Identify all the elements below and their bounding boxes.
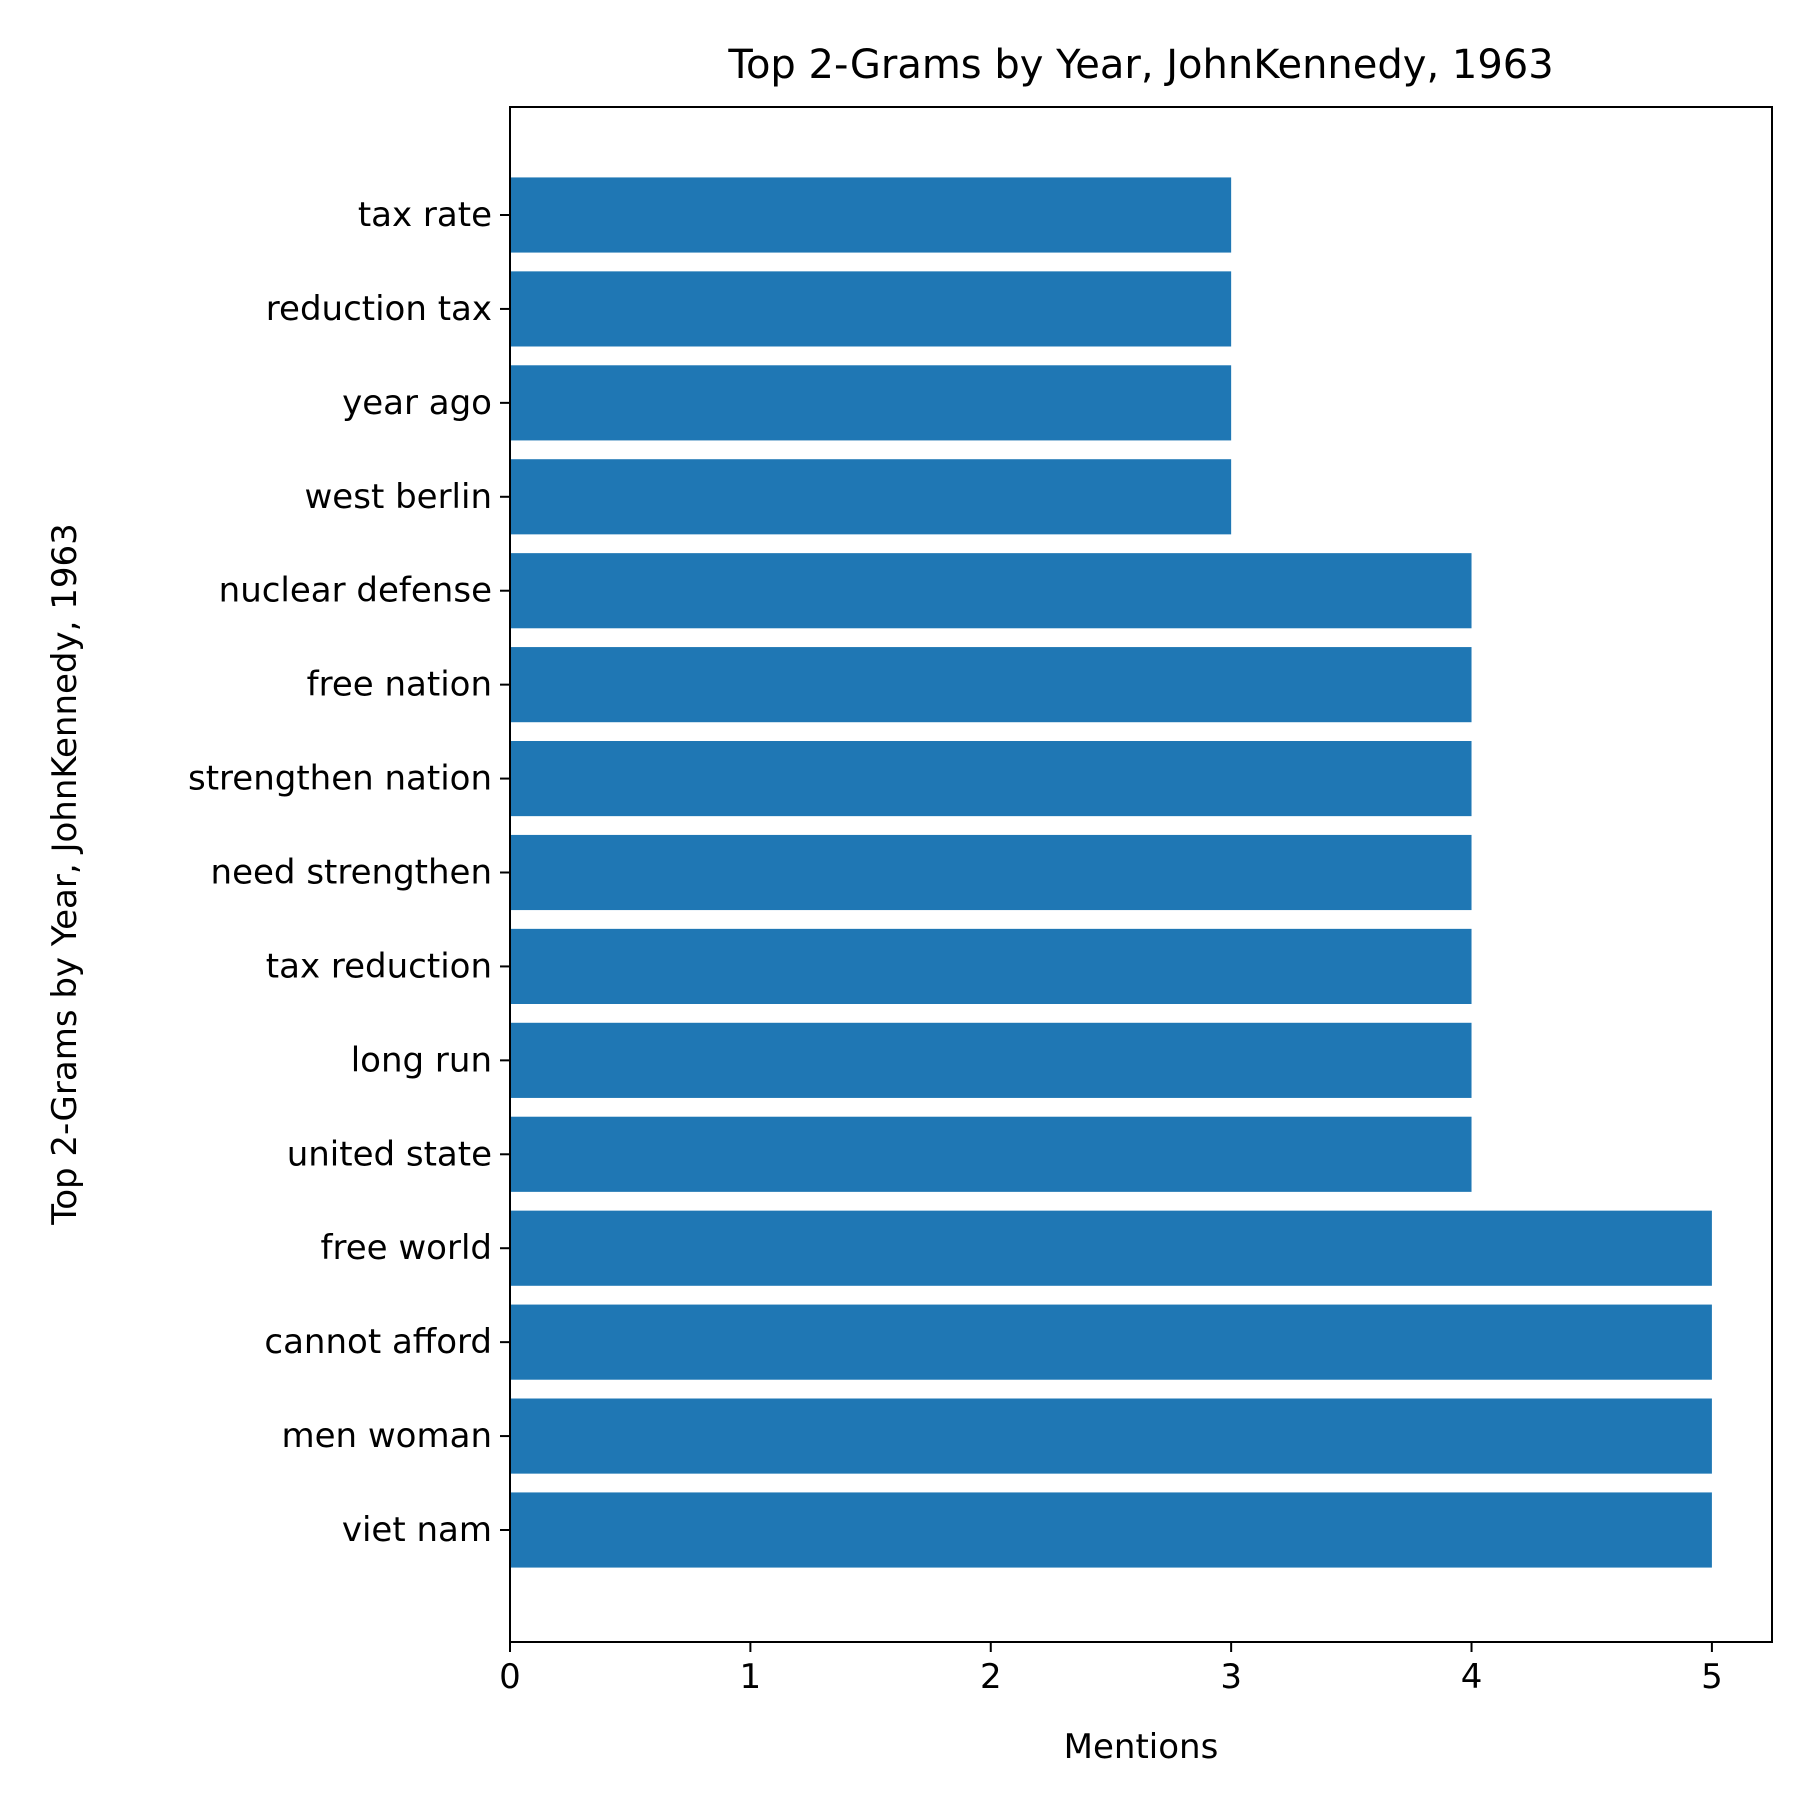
x-tick-label: 4 — [1461, 1657, 1483, 1697]
y-tick-label: reduction tax — [266, 289, 492, 329]
bar — [510, 1022, 1472, 1098]
bar — [510, 553, 1472, 629]
y-tick-label: free nation — [307, 665, 492, 705]
x-tick-label: 2 — [980, 1657, 1002, 1697]
plot-frame — [509, 106, 1773, 1643]
y-tick-label: free world — [321, 1228, 492, 1268]
y-axis-ticks: viet nam men woman cannot afford free world… — [188, 195, 510, 1550]
y-tick-label: strengthen nation — [188, 759, 492, 799]
y-tick-label: long run — [351, 1040, 492, 1080]
y-tick-label: year ago — [342, 383, 492, 423]
bars-group — [510, 177, 1712, 1568]
y-tick-label: tax reduction — [266, 946, 492, 986]
bar — [510, 1116, 1472, 1192]
y-tick-label: cannot afford — [264, 1322, 492, 1362]
chart-title: Top 2-Grams by Year, JohnKennedy, 1963 — [727, 42, 1553, 88]
bar — [510, 1398, 1712, 1474]
y-axis-label: Top 2-Grams by Year, JohnKennedy, 1963 — [45, 523, 85, 1226]
bar — [510, 928, 1472, 1004]
bar — [510, 741, 1472, 817]
x-axis-ticks: 0 1 2 3 4 5 — [499, 1642, 1723, 1697]
y-tick-label: west berlin — [305, 477, 493, 517]
bar — [510, 647, 1472, 723]
bar — [510, 1304, 1712, 1380]
x-tick-label: 1 — [740, 1657, 762, 1697]
y-tick-label: united state — [287, 1134, 492, 1174]
bar — [510, 271, 1232, 347]
bar — [510, 177, 1232, 253]
bar — [510, 1492, 1712, 1568]
y-tick-label: need strengthen — [211, 853, 492, 893]
y-tick-label: nuclear defense — [219, 571, 492, 611]
x-tick-label: 3 — [1220, 1657, 1242, 1697]
y-tick-label: tax rate — [358, 195, 492, 235]
bar — [510, 1210, 1712, 1286]
x-axis-label: Mentions — [1064, 1727, 1219, 1767]
y-tick-label: men woman — [281, 1416, 492, 1456]
x-tick-label: 0 — [499, 1657, 521, 1697]
bar — [510, 834, 1472, 911]
x-tick-label: 5 — [1701, 1657, 1723, 1697]
bar — [510, 459, 1232, 535]
y-tick-label: viet nam — [342, 1510, 492, 1550]
bar — [510, 365, 1232, 441]
